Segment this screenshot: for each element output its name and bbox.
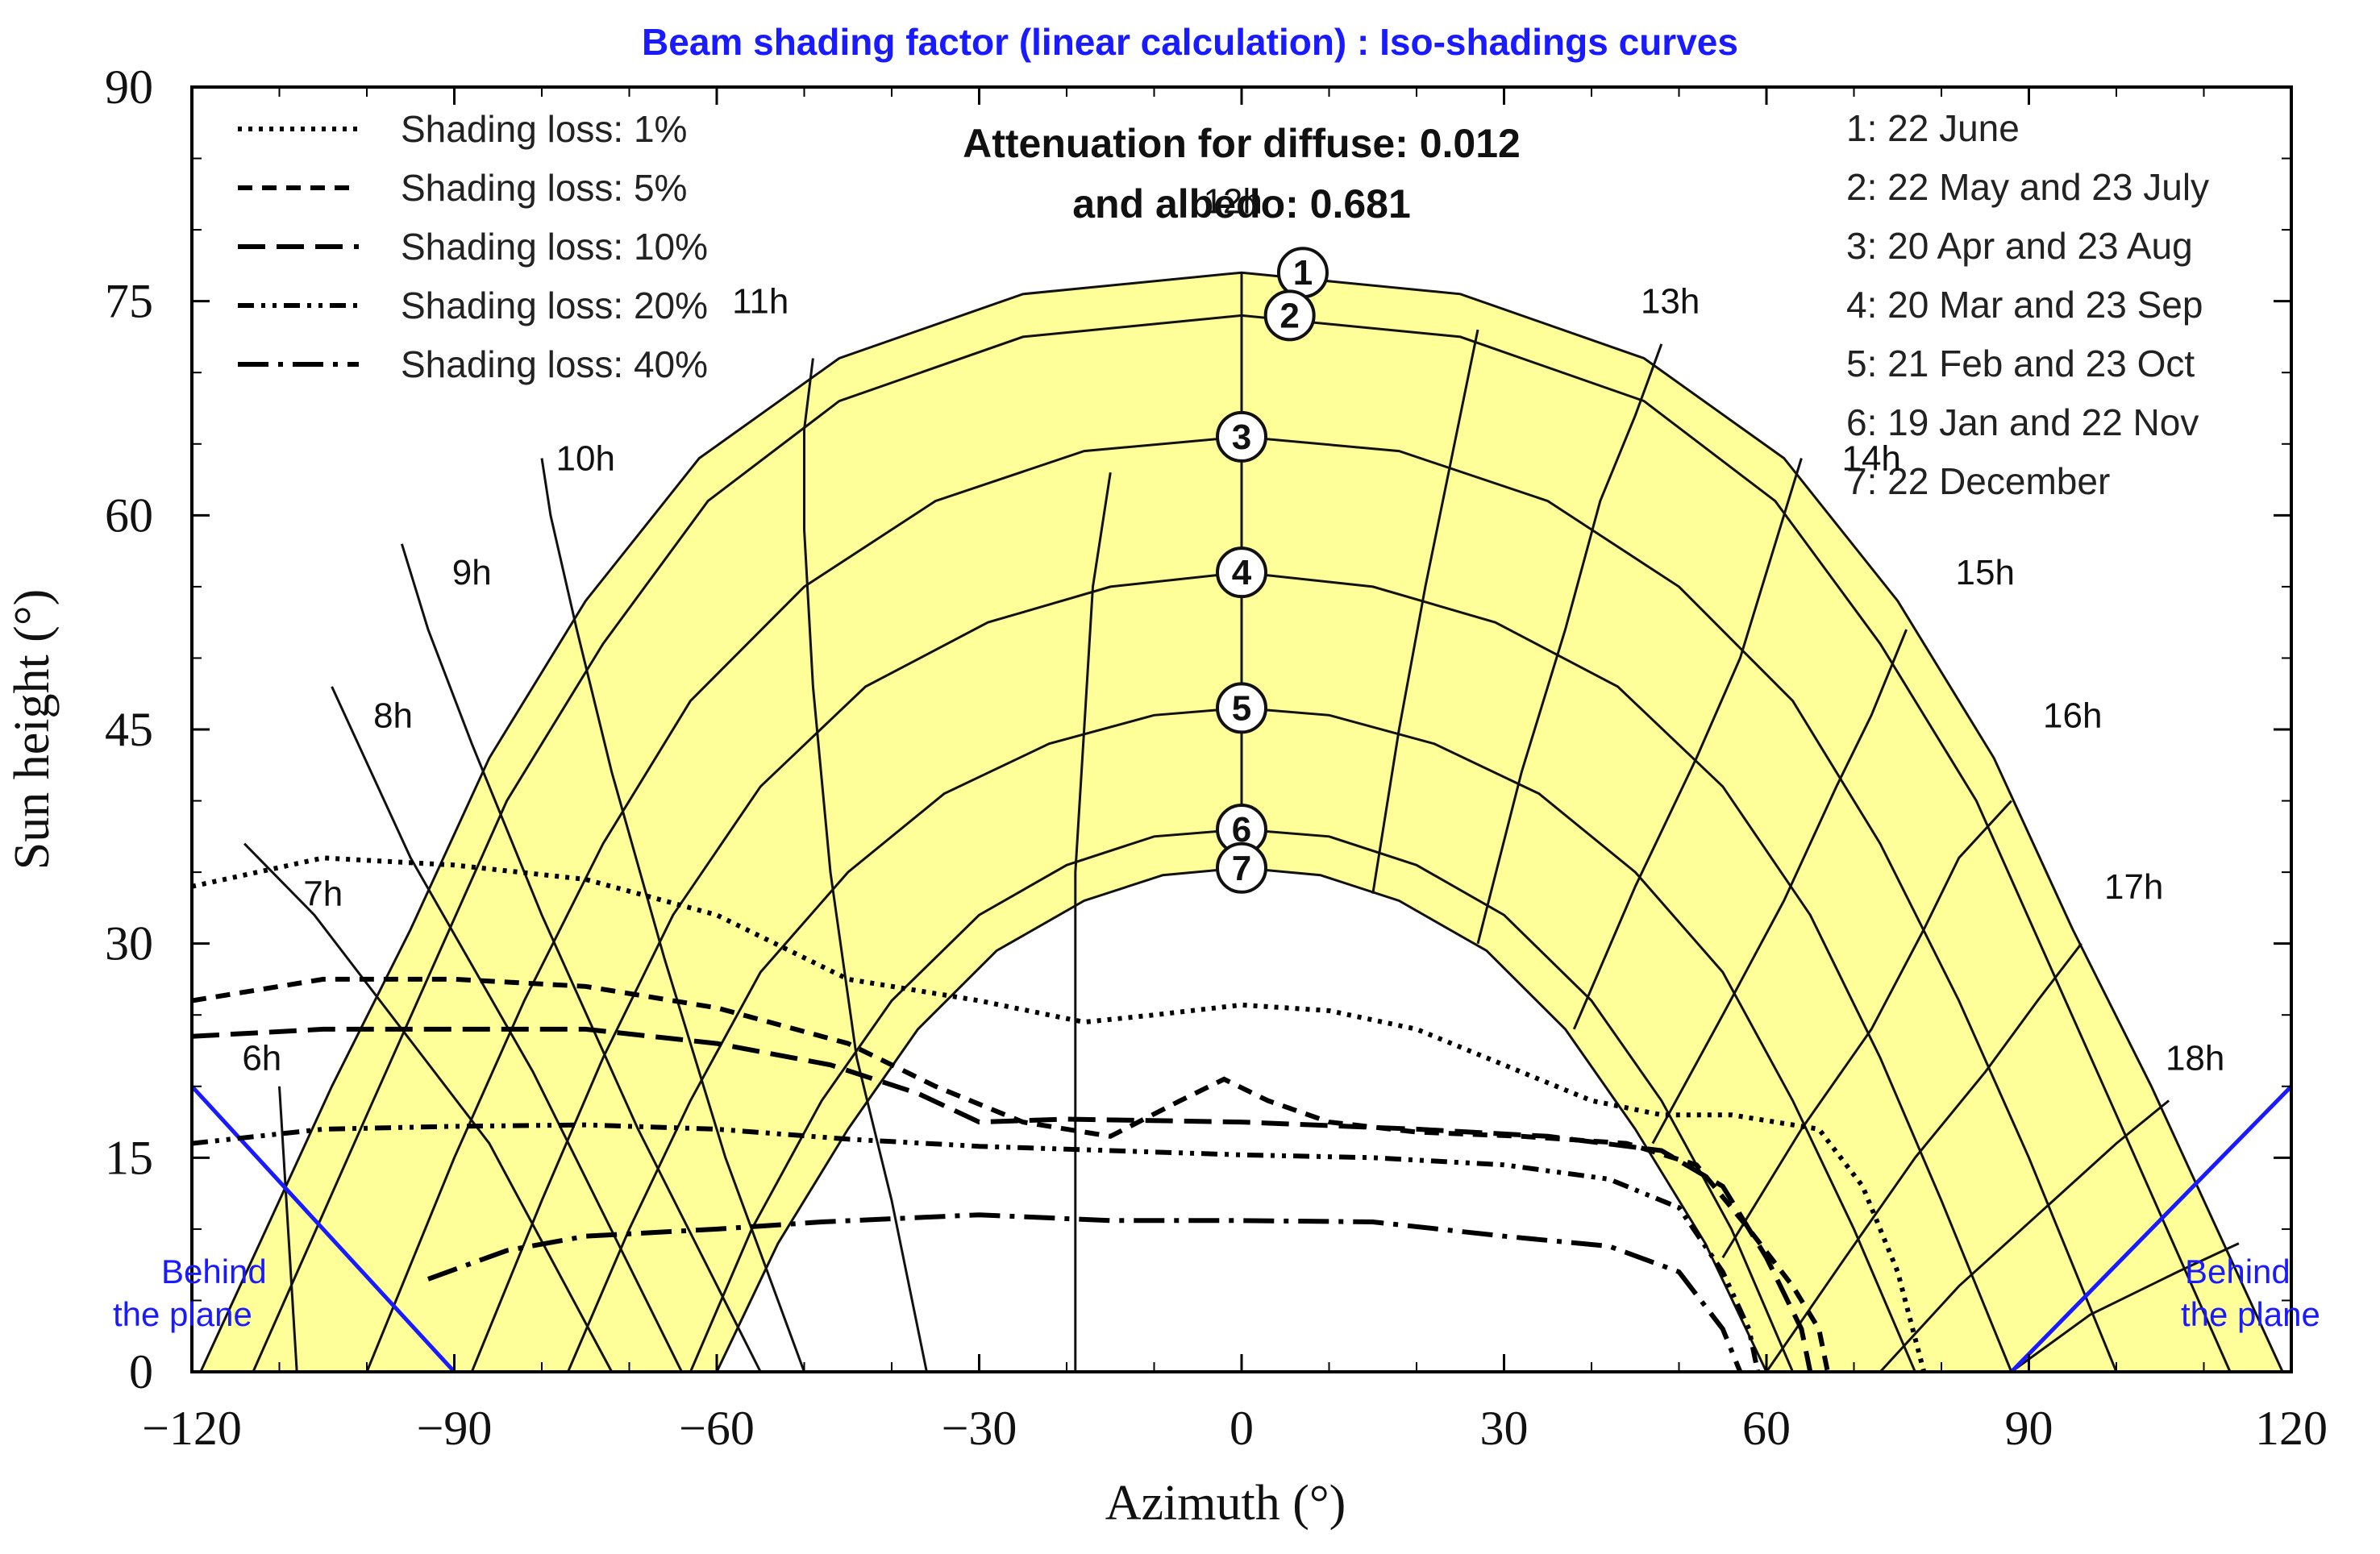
day-marker-label: 5 <box>1232 688 1251 728</box>
hour-line <box>1721 800 2012 1259</box>
y-tick-label: 75 <box>105 275 153 328</box>
hour-line <box>540 458 805 1372</box>
y-tick-label: 45 <box>105 703 153 756</box>
hour-line <box>803 358 928 1372</box>
y-tick-label: 30 <box>105 917 153 970</box>
hour-line <box>1371 329 1479 894</box>
date-legend-label: 4: 20 Mar and 23 Sep <box>1846 284 2203 326</box>
day-marker-circle <box>1216 682 1267 734</box>
hour-label: 15h <box>1956 553 2015 592</box>
x-axis-ticks: −120 −90 −60 −30 0 30 60 90 120 <box>142 87 2328 1455</box>
date-legend-label: 6: 19 Jan and 22 Nov <box>1846 401 2199 443</box>
y-tick-label: 15 <box>105 1131 153 1184</box>
x-tick-label: 90 <box>2005 1402 2053 1455</box>
behind-plane-lines <box>192 1085 2291 1372</box>
x-tick-label: 0 <box>1230 1402 1254 1455</box>
day-curve <box>199 271 2284 1372</box>
day-marker-label: 1 <box>1293 253 1313 293</box>
y-tick-label: 0 <box>129 1345 153 1398</box>
hour-line <box>1879 1099 2170 1372</box>
day-marker-label: 7 <box>1232 849 1251 888</box>
hour-label: 17h <box>2104 867 2163 907</box>
hour-label: 6h <box>242 1038 281 1078</box>
behind-plane-line <box>2010 1085 2291 1372</box>
shading-loss-series-line <box>192 1122 1761 1372</box>
y-tick-label: 90 <box>105 60 153 114</box>
hour-label: 10h <box>556 438 615 478</box>
hour-line <box>331 686 683 1372</box>
day-curve <box>252 314 2232 1372</box>
shading-loss-series-line <box>192 1026 1813 1372</box>
behind-plane-right-1: Behind <box>2185 1253 2291 1290</box>
x-tick-label: 120 <box>2255 1402 2328 1455</box>
x-tick-label: −120 <box>142 1402 242 1455</box>
date-legend-label: 5: 21 Feb and 23 Oct <box>1846 343 2195 384</box>
date-legend-label: 1: 22 June <box>1846 107 2020 149</box>
day-marker-circle <box>1216 841 1267 894</box>
hour-label: 8h <box>373 696 413 735</box>
hour-label: 12h <box>1203 182 1262 222</box>
date-legend: 1: 22 June 2: 22 May and 23 July 3: 20 Apr… <box>1846 107 2209 502</box>
behind-plane-left-2: the plane <box>113 1295 252 1333</box>
legend-label: Shading loss: 1% <box>401 108 687 150</box>
behind-plane-right-2: the plane <box>2181 1295 2320 1333</box>
x-tick-label: −90 <box>417 1402 493 1455</box>
hour-lines <box>243 272 2240 1372</box>
attenuation-line-1: Attenuation for diffuse: 0.012 <box>963 121 1521 166</box>
hour-label: 9h <box>452 553 492 592</box>
x-tick-label: −60 <box>679 1402 755 1455</box>
legend-label: Shading loss: 40% <box>401 343 708 385</box>
day-marker-label: 3 <box>1232 418 1251 457</box>
hour-line <box>1572 458 1803 1030</box>
shading-loss-series-line <box>192 855 1927 1372</box>
hour-label: 14h <box>1841 438 1900 478</box>
hour-line <box>1476 343 1663 945</box>
hour-line <box>278 1086 298 1372</box>
hour-labels: 6h 7h 8h 9h 10h 11h 12h 13h 14h 15h 16h 17h 18h <box>242 182 2224 1078</box>
legend-label: Shading loss: 5% <box>401 167 687 209</box>
attenuation-line-2: and albedo: 0.681 <box>1072 181 1411 226</box>
shading-loss-series-line <box>426 1212 1743 1372</box>
x-tick-label: −30 <box>942 1402 1017 1455</box>
hour-label: 11h <box>732 282 788 322</box>
hour-line <box>1765 942 2082 1372</box>
hour-line <box>1074 472 1112 1372</box>
day-marker-label: 2 <box>1279 296 1299 335</box>
hour-label: 16h <box>2043 696 2102 735</box>
x-axis-label: Azimuth (°) <box>1105 1476 1346 1531</box>
x-tick-label: 60 <box>1742 1402 1791 1455</box>
hour-label: 13h <box>1641 282 1700 322</box>
shading-loss-series-line <box>192 976 1830 1372</box>
legend-label: Shading loss: 10% <box>401 226 708 268</box>
hour-label: 7h <box>303 875 343 914</box>
day-marker-circle <box>1216 546 1267 599</box>
y-tick-label: 60 <box>105 488 153 542</box>
hour-label: 18h <box>2166 1038 2224 1078</box>
day-marker-circle <box>1216 410 1267 463</box>
y-axis-label: Sun height (°) <box>5 589 60 870</box>
chart-title: Beam shading factor (linear calculation)… <box>642 21 1738 63</box>
x-tick-label: 30 <box>1480 1402 1529 1455</box>
behind-plane-left-1: Behind <box>161 1253 267 1290</box>
day-marker-circle <box>1263 289 1316 342</box>
legend-label: Shading loss: 20% <box>401 285 708 326</box>
date-legend-label: 2: 22 May and 23 July <box>1846 166 2209 208</box>
shading-legend: Shading loss: 1% Shading loss: 5% Shading … <box>238 108 708 385</box>
hour-line <box>2010 1242 2240 1372</box>
day-marker-label: 4 <box>1232 553 1252 592</box>
behind-plane-line <box>192 1085 456 1372</box>
shading-loss-series <box>192 855 1927 1372</box>
hour-line <box>1651 629 1908 1145</box>
date-legend-label: 3: 20 Apr and 23 Aug <box>1846 225 2193 267</box>
date-legend-label: 7: 22 December <box>1846 460 2110 502</box>
